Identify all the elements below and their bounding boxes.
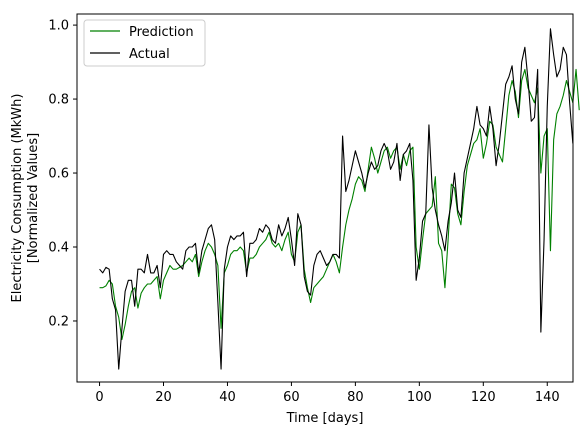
x-tick-label: 100: [407, 390, 432, 405]
y-tick-label: 0.4: [48, 241, 69, 256]
y-tick-label: 0.2: [48, 314, 69, 329]
x-tick-label: 120: [471, 390, 496, 405]
y-tick-label: 1.0: [48, 19, 69, 34]
x-tick-label: 0: [95, 390, 103, 405]
y-axis-label-line-2: [Normalized Values]: [26, 133, 41, 263]
plot-lines: [99, 28, 580, 370]
y-axis-ticks: 0.2 0.4 0.6 0.8 1.0: [48, 19, 77, 329]
legend-prediction-label: Prediction: [129, 25, 194, 40]
y-axis-label-line-1: Electricity Consumption (MkWh): [10, 94, 25, 303]
legend: Prediction Actual: [83, 19, 206, 67]
x-axis-ticks: 0 20 40 60 80 100 120 140: [95, 382, 560, 405]
x-tick-label: 80: [347, 390, 364, 405]
x-tick-label: 40: [219, 390, 236, 405]
legend-actual-label: Actual: [129, 47, 170, 62]
y-tick-label: 0.8: [48, 93, 69, 108]
series-line-actual: [99, 28, 574, 370]
x-tick-label: 20: [155, 390, 172, 405]
x-tick-label: 140: [535, 390, 560, 405]
y-tick-label: 0.6: [48, 167, 69, 182]
x-tick-label: 60: [283, 390, 300, 405]
plot-area-frame: [76, 13, 574, 383]
series-line-prediction: [99, 68, 580, 341]
x-axis-label: Time [days]: [286, 411, 364, 426]
